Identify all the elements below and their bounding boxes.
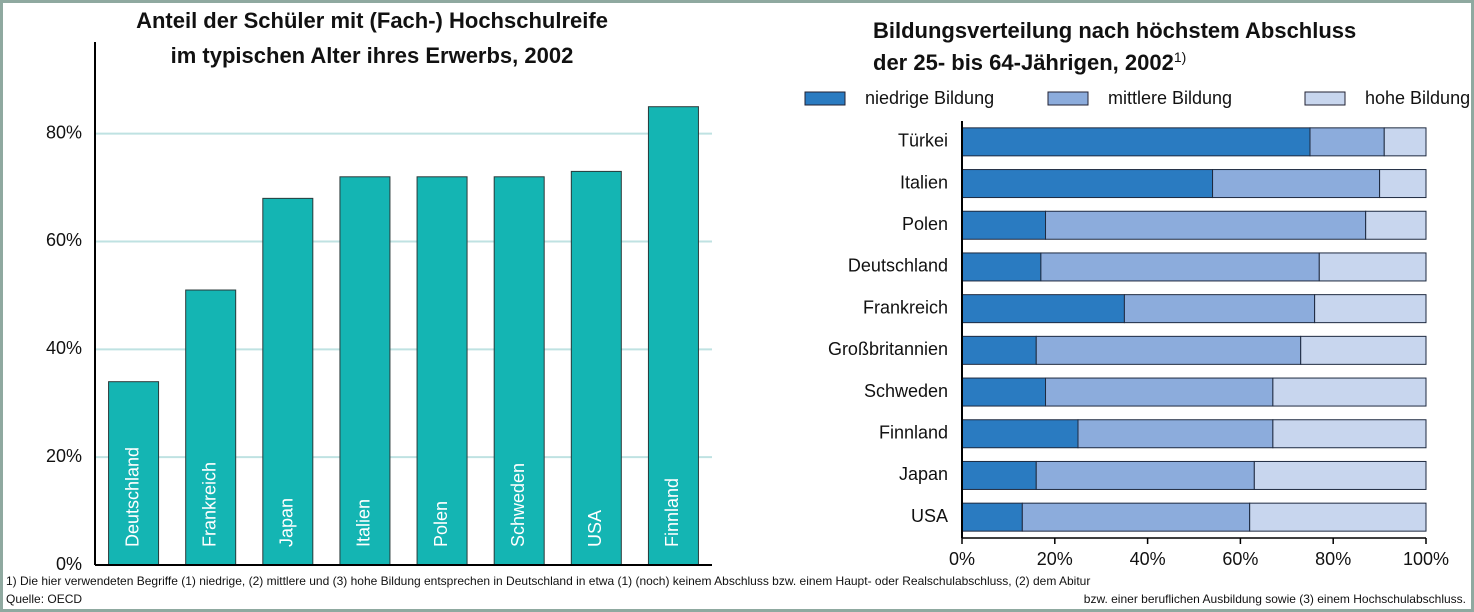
y-tick-label: Deutschland — [848, 256, 948, 276]
legend-swatch — [1047, 91, 1089, 106]
bar-segment — [961, 252, 1042, 282]
y-tick-label: 40% — [46, 338, 82, 358]
bar-segment — [1365, 210, 1427, 240]
bar-segment — [1383, 127, 1427, 157]
bar-segment — [961, 419, 1079, 449]
chart-title: Anteil der Schüler mit (Fach-) Hochschul… — [136, 8, 608, 33]
y-tick-label: Großbritannien — [828, 339, 948, 359]
chart-title: der 25- bis 64-Jährigen, 2002 — [873, 50, 1174, 75]
bar-segment — [1379, 169, 1427, 199]
bar-segment — [1272, 377, 1427, 407]
x-tick-label: 0% — [949, 549, 975, 569]
bar-segment — [1021, 502, 1251, 532]
bar-segment — [961, 377, 1047, 407]
x-tick-label: Italien — [354, 499, 374, 547]
y-tick-label: 60% — [46, 230, 82, 250]
bar-segment — [1035, 335, 1302, 365]
bar-segment — [1077, 419, 1274, 449]
bar-segment — [1249, 502, 1427, 532]
x-tick-label: Frankreich — [199, 462, 219, 547]
bar-segment — [961, 502, 1023, 532]
bar-segment — [1314, 294, 1427, 324]
y-tick-label: Polen — [902, 214, 948, 234]
bar-segment — [1272, 419, 1427, 449]
bar — [416, 176, 468, 566]
bar-segment — [1309, 127, 1385, 157]
bar — [570, 170, 622, 566]
chart-title: im typischen Alter ihres Erwerbs, 2002 — [171, 43, 574, 68]
x-tick-label: 80% — [1315, 549, 1351, 569]
bar — [262, 197, 314, 566]
x-tick-label: Polen — [431, 501, 451, 547]
footnote: 1) Die hier verwendeten Begriffe (1) nie… — [6, 574, 1090, 588]
bar-segment — [961, 294, 1125, 324]
source: Quelle: OECD — [6, 592, 82, 606]
bar-segment — [1212, 169, 1381, 199]
bar-segment — [961, 127, 1311, 157]
y-tick-label: Türkei — [898, 131, 948, 151]
bar — [339, 176, 391, 566]
legend-label: mittlere Bildung — [1108, 88, 1232, 108]
y-tick-label: Japan — [899, 464, 948, 484]
legend-swatch — [1304, 91, 1346, 106]
x-tick-label: Japan — [277, 498, 297, 547]
bar-segment — [1253, 460, 1427, 490]
title-note: 1) — [1174, 49, 1186, 65]
bar-segment — [1123, 294, 1316, 324]
x-tick-label: USA — [585, 510, 605, 547]
x-tick-label: Finnland — [662, 478, 682, 547]
bar-segment — [961, 210, 1047, 240]
footnote: bzw. einer beruflichen Ausbildung sowie … — [1084, 592, 1466, 606]
x-tick-label: 60% — [1222, 549, 1258, 569]
bar — [493, 176, 545, 566]
y-tick-label: Frankreich — [863, 297, 948, 317]
bar-segment — [1040, 252, 1320, 282]
y-tick-label: Finnland — [879, 423, 948, 443]
y-tick-label: 80% — [46, 122, 82, 142]
x-tick-label: 20% — [1037, 549, 1073, 569]
y-tick-label: 20% — [46, 446, 82, 466]
legend-swatch — [804, 91, 846, 106]
x-tick-label: 40% — [1130, 549, 1166, 569]
x-tick-label: 100% — [1403, 549, 1449, 569]
bar-segment — [1045, 377, 1274, 407]
y-tick-label: 0% — [56, 554, 82, 574]
chart-title: der 25- bis 64-Jährigen, 20021) — [873, 49, 1186, 75]
x-tick-label: Schweden — [508, 463, 528, 547]
y-tick-label: Italien — [900, 172, 948, 192]
y-tick-label: Schweden — [864, 381, 948, 401]
bar — [647, 106, 699, 566]
bar-segment — [1300, 335, 1427, 365]
y-tick-label: USA — [911, 506, 948, 526]
bar-segment — [1045, 210, 1367, 240]
legend-label: hohe Bildung — [1365, 88, 1470, 108]
bar-segment — [961, 460, 1037, 490]
bar-segment — [961, 169, 1214, 199]
bar-segment — [1035, 460, 1255, 490]
bar-segment — [1318, 252, 1427, 282]
bar — [185, 289, 237, 566]
legend-label: niedrige Bildung — [865, 88, 994, 108]
x-tick-label: Deutschland — [122, 447, 142, 547]
bar-segment — [961, 335, 1037, 365]
chart-title: Bildungsverteilung nach höchstem Abschlu… — [873, 18, 1356, 43]
